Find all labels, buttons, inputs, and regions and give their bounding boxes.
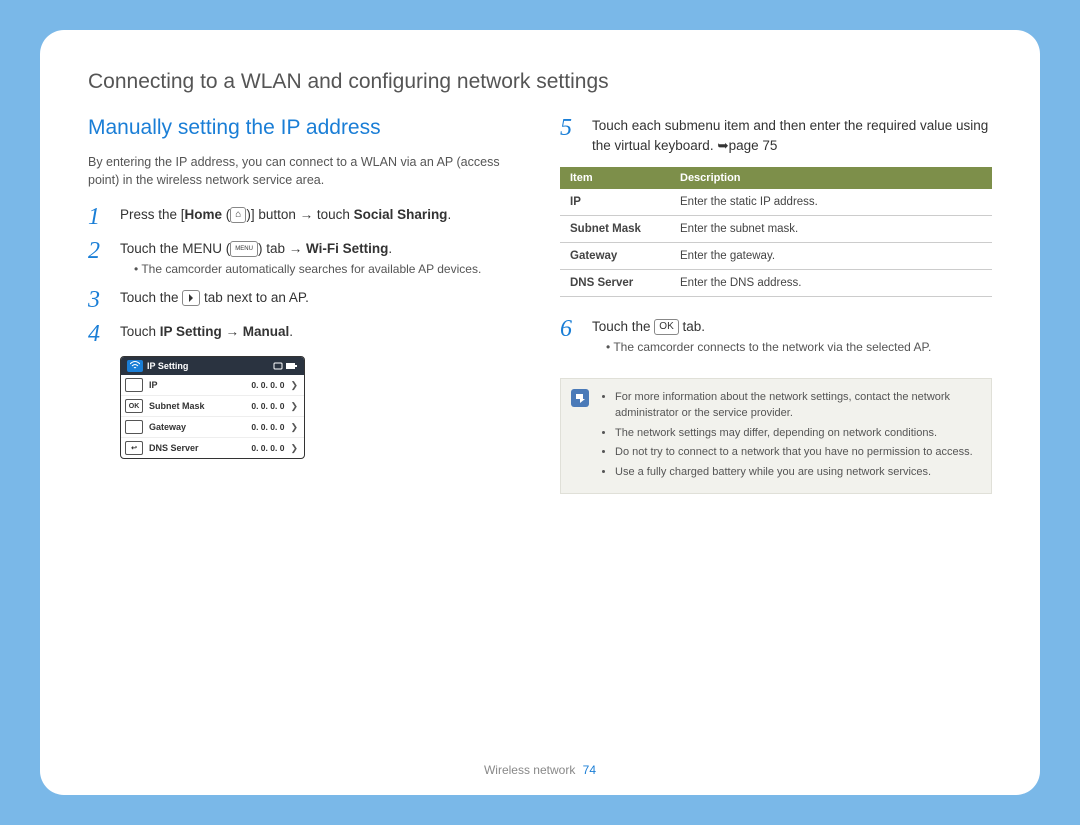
table-desc: Enter the gateway. bbox=[670, 242, 992, 269]
ok-icon: OK bbox=[654, 319, 678, 335]
note-box: For more information about the network s… bbox=[560, 378, 992, 495]
device-side-button bbox=[125, 378, 143, 392]
step-body: Touch the OK tab. The camcorder connects… bbox=[592, 317, 992, 356]
chevron-right-icon: ❯ bbox=[288, 401, 300, 412]
footer-page: 74 bbox=[583, 763, 596, 777]
table-desc: Enter the static IP address. bbox=[670, 189, 992, 216]
home-icon: ⌂ bbox=[230, 207, 246, 223]
chevron-right-icon: ❯ bbox=[288, 443, 300, 454]
table-row: DNS ServerEnter the DNS address. bbox=[560, 269, 992, 296]
device-title: IP Setting bbox=[147, 361, 188, 371]
step-sub: The camcorder connects to the network vi… bbox=[606, 339, 992, 356]
intro-text: By entering the IP address, you can conn… bbox=[88, 154, 520, 189]
menu-icon: MENU bbox=[230, 241, 258, 257]
note-item: For more information about the network s… bbox=[615, 389, 979, 422]
step-3: 3 Touch the tab next to an AP. bbox=[88, 288, 520, 312]
step-sub: The camcorder automatically searches for… bbox=[134, 261, 520, 278]
device-status-icons bbox=[273, 362, 298, 370]
table-desc: Enter the subnet mask. bbox=[670, 215, 992, 242]
device-side-button: OK bbox=[125, 399, 143, 413]
device-row: OK Subnet Mask 0. 0. 0. 0 ❯ bbox=[121, 395, 304, 416]
content-columns: Manually setting the IP address By enter… bbox=[88, 116, 992, 494]
step-body: Touch the MENU (MENU) tab → Wi-Fi Settin… bbox=[120, 239, 520, 278]
note-item: Use a fully charged battery while you ar… bbox=[615, 464, 979, 481]
step-number: 6 bbox=[560, 317, 580, 341]
settings-table: Item Description IPEnter the static IP a… bbox=[560, 167, 992, 297]
device-row: ↩ DNS Server 0. 0. 0. 0 ❯ bbox=[121, 437, 304, 458]
device-row-value: 0. 0. 0. 0 bbox=[251, 401, 284, 411]
page-title: Connecting to a WLAN and configuring net… bbox=[88, 70, 992, 94]
chevron-right-icon: ❯ bbox=[288, 422, 300, 433]
chevron-right-icon: ❯ bbox=[288, 380, 300, 391]
step-body: Touch the tab next to an AP. bbox=[120, 288, 520, 308]
table-item: DNS Server bbox=[560, 269, 670, 296]
right-arrow-icon bbox=[182, 290, 200, 306]
device-header: IP Setting bbox=[121, 357, 304, 375]
right-column: 5 Touch each submenu item and then enter… bbox=[560, 116, 992, 494]
table-row: Subnet MaskEnter the subnet mask. bbox=[560, 215, 992, 242]
table-row: IPEnter the static IP address. bbox=[560, 189, 992, 216]
manual-page: Connecting to a WLAN and configuring net… bbox=[40, 30, 1040, 795]
step-5: 5 Touch each submenu item and then enter… bbox=[560, 116, 992, 157]
step-body: Touch IP Setting → Manual. bbox=[120, 322, 520, 342]
device-side-button: ↩ bbox=[125, 441, 143, 455]
section-heading: Manually setting the IP address bbox=[88, 116, 520, 140]
step-1: 1 Press the [Home (⌂)] button → touch So… bbox=[88, 205, 520, 229]
wifi-icon bbox=[127, 360, 143, 372]
step-number: 4 bbox=[88, 322, 108, 346]
device-row-label: Subnet Mask bbox=[147, 401, 247, 411]
notes-list: For more information about the network s… bbox=[601, 389, 979, 481]
card-icon bbox=[273, 362, 283, 370]
step-body: Press the [Home (⌂)] button → touch Soci… bbox=[120, 205, 520, 225]
step-4: 4 Touch IP Setting → Manual. bbox=[88, 322, 520, 346]
battery-icon bbox=[286, 362, 298, 370]
th-desc: Description bbox=[670, 167, 992, 189]
device-row-label: IP bbox=[147, 380, 247, 390]
device-screenshot: IP Setting IP 0. 0. 0. 0 ❯ OK Subnet Mask 0. … bbox=[120, 356, 305, 459]
left-column: Manually setting the IP address By enter… bbox=[88, 116, 520, 494]
table-desc: Enter the DNS address. bbox=[670, 269, 992, 296]
table-row: GatewayEnter the gateway. bbox=[560, 242, 992, 269]
device-row-value: 0. 0. 0. 0 bbox=[251, 443, 284, 453]
table-item: Subnet Mask bbox=[560, 215, 670, 242]
table-item: IP bbox=[560, 189, 670, 216]
device-row: IP 0. 0. 0. 0 ❯ bbox=[121, 375, 304, 395]
device-row-value: 0. 0. 0. 0 bbox=[251, 422, 284, 432]
step-number: 5 bbox=[560, 116, 580, 140]
device-row-label: Gateway bbox=[147, 422, 247, 432]
footer-section: Wireless network bbox=[484, 763, 575, 777]
th-item: Item bbox=[560, 167, 670, 189]
table-item: Gateway bbox=[560, 242, 670, 269]
step-6: 6 Touch the OK tab. The camcorder connec… bbox=[560, 317, 992, 356]
step-body: Touch each submenu item and then enter t… bbox=[592, 116, 992, 157]
step-number: 1 bbox=[88, 205, 108, 229]
page-footer: Wireless network 74 bbox=[40, 763, 1040, 777]
step-2: 2 Touch the MENU (MENU) tab → Wi-Fi Sett… bbox=[88, 239, 520, 278]
step-number: 2 bbox=[88, 239, 108, 263]
note-icon bbox=[571, 389, 589, 407]
device-row: Gateway 0. 0. 0. 0 ❯ bbox=[121, 416, 304, 437]
device-row-label: DNS Server bbox=[147, 443, 247, 453]
device-row-value: 0. 0. 0. 0 bbox=[251, 380, 284, 390]
device-side-button bbox=[125, 420, 143, 434]
note-item: The network settings may differ, dependi… bbox=[615, 425, 979, 442]
note-item: Do not try to connect to a network that … bbox=[615, 444, 979, 461]
step-number: 3 bbox=[88, 288, 108, 312]
